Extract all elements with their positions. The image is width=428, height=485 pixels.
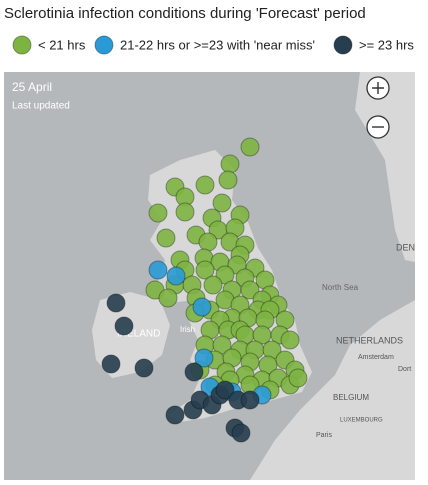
site-marker [240,390,260,410]
site-marker [280,330,300,350]
legend-swatch [333,35,353,55]
site-marker [195,260,215,280]
plus-icon [372,82,384,94]
site-marker [194,348,214,368]
legend-label: < 21 hrs [38,37,86,52]
map-label: BELGIUM [333,393,369,402]
map-label: Paris [316,432,332,439]
site-marker [203,275,223,295]
legend-label: 21-22 hrs or >=23 with 'near miss' [120,37,315,52]
zoom-in[interactable] [366,76,390,100]
map-label: North Sea [322,283,359,292]
site-marker [165,405,185,425]
legend-swatch [94,35,114,55]
site-marker [175,202,195,222]
site-marker [156,228,176,248]
updated: Last updated [12,101,70,112]
site-marker [220,154,240,174]
legend-swatch [12,35,32,55]
site-marker [184,362,204,382]
map: EDDOMNorth SeaIRELANDIrishNETHERLANDSAms… [4,72,415,480]
map-label: Amsterdam [358,354,394,361]
title: Sclerotinia infection conditions during … [4,5,366,22]
map-label: IRELAND [117,329,160,340]
map-label: Dort [398,366,411,373]
legend: < 21 hrs 21-22 hrs or >=23 with 'near mis… [12,35,414,55]
site-marker [148,203,168,223]
site-marker [114,316,134,336]
site-marker [158,288,178,308]
site-marker [215,265,235,285]
markers [101,137,308,443]
site-marker [240,137,260,157]
site-marker [288,368,308,388]
site-marker [231,423,251,443]
site-marker [192,297,212,317]
site-marker [106,293,126,313]
site-marker [148,260,168,280]
date: 25 April [12,80,52,94]
map-label: Irish [180,325,195,334]
land [250,300,415,480]
map-label: LUXEMBOURG [340,418,383,424]
site-marker [240,280,260,300]
legend-label: >= 23 hrs [359,37,414,52]
site-marker [212,335,232,355]
site-marker [166,266,186,286]
site-marker [134,358,154,378]
zoom-out[interactable] [366,115,390,139]
site-marker [195,175,215,195]
site-marker [218,170,238,190]
map-label: NETHERLANDS [336,335,403,345]
site-marker [101,354,121,374]
site-marker [215,380,235,400]
site-marker [198,232,218,252]
map-label: DEN [396,242,415,252]
site-marker [212,193,232,213]
